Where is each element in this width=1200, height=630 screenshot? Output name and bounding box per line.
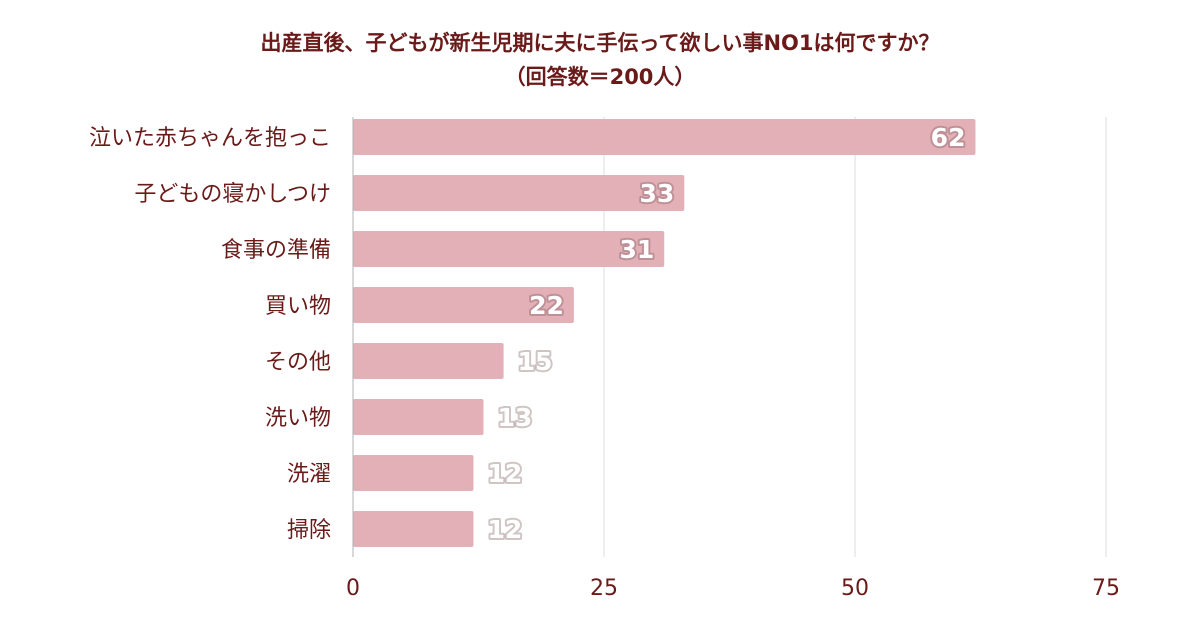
category-label-5: 洗い物 (265, 406, 331, 431)
value-label-7: 12 (487, 515, 522, 544)
value-label-2: 31 (619, 235, 654, 264)
category-label-3: 買い物 (265, 294, 331, 319)
bar-3 (353, 287, 574, 323)
category-label-7: 掃除 (287, 518, 331, 543)
bar-6 (353, 455, 474, 491)
category-label-6: 洗濯 (287, 462, 331, 487)
value-label-3: 22 (529, 291, 564, 320)
chart-title-block: 出産直後、子どもが新生児期に夫に手伝って欲しい事NO1は何ですか？ （回答数＝2… (0, 26, 1200, 94)
category-label-1: 子どもの寝かしつけ (134, 182, 331, 207)
chart-title: 出産直後、子どもが新生児期に夫に手伝って欲しい事NO1は何ですか？ (260, 31, 940, 55)
category-label-0: 泣いた赤ちゃんを抱っこ (89, 126, 331, 151)
x-tick-label-1: 25 (590, 576, 618, 601)
value-label-1: 33 (640, 179, 675, 208)
value-label-0: 62 (931, 123, 966, 152)
chart-subtitle: （回答数＝200人） (504, 65, 696, 89)
bar-2 (353, 231, 665, 267)
bar-5 (353, 399, 484, 435)
x-tick-label-0: 0 (346, 576, 360, 601)
bar-1 (353, 175, 685, 211)
x-tick-label-2: 50 (841, 576, 869, 601)
bar-0 (353, 119, 976, 155)
bar-7 (353, 511, 474, 547)
value-label-6: 12 (487, 459, 522, 488)
category-label-4: その他 (265, 350, 331, 375)
value-label-4: 15 (518, 347, 553, 376)
bar-4 (353, 343, 504, 379)
x-tick-label-3: 75 (1092, 576, 1120, 601)
value-label-5: 13 (498, 403, 533, 432)
category-label-2: 食事の準備 (221, 238, 331, 263)
